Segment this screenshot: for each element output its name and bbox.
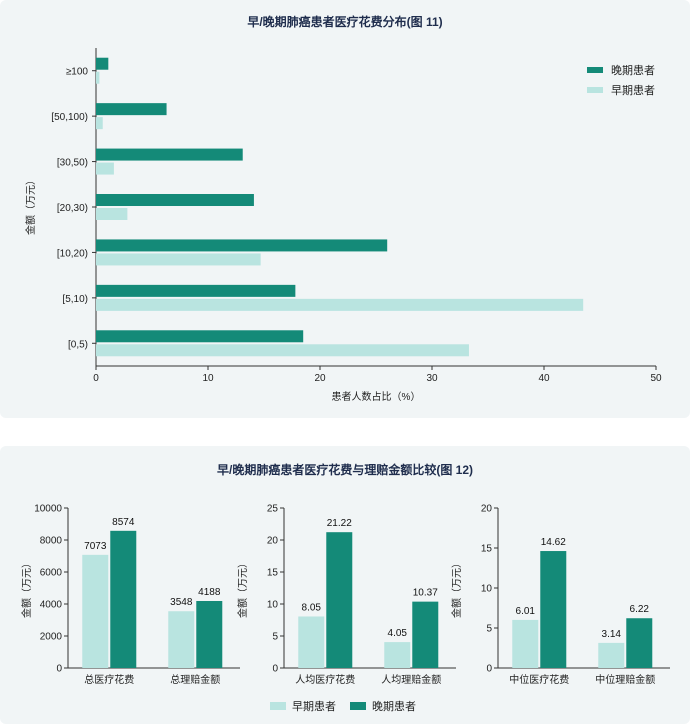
data-label-early: 3.14 xyxy=(602,629,622,640)
data-label-late: 4188 xyxy=(198,587,221,598)
data-label-early: 4.05 xyxy=(388,628,408,639)
y-tick-label: 20 xyxy=(481,504,493,515)
bar-early xyxy=(168,611,195,668)
bar-early xyxy=(96,208,128,220)
data-label-late: 10.37 xyxy=(413,588,438,599)
y-tick-label: [5,10) xyxy=(62,294,88,305)
y-axis-label: 金额（万元） xyxy=(450,558,463,618)
bar-late xyxy=(96,284,296,297)
x-tick-label: 10 xyxy=(202,373,214,384)
y-tick-label: 15 xyxy=(481,544,493,555)
y-tick-label: 8000 xyxy=(40,536,63,547)
y-tick-label: [50,100) xyxy=(51,112,88,123)
x-axis-label: 患者人数占比（%） xyxy=(332,390,421,403)
bar-early xyxy=(96,253,261,266)
y-tick-label: 4000 xyxy=(40,600,63,611)
legend-swatch-late xyxy=(587,67,603,73)
y-tick-label: ≥100 xyxy=(66,67,89,78)
y-axis-label: 金额（万元） xyxy=(24,175,37,235)
bar-late xyxy=(626,618,653,668)
data-label-late: 21.22 xyxy=(327,518,352,529)
legend-swatch-early xyxy=(270,702,286,710)
subplot-1: 0 2000 4000 6000 8000 10000 金额（万元） 7073 8574 总医疗花… xyxy=(20,504,240,686)
bar-late xyxy=(326,532,353,668)
bar-late xyxy=(96,103,167,116)
legend-label-late: 晚期患者 xyxy=(611,64,655,77)
bar-early xyxy=(384,642,411,668)
data-label-late: 6.22 xyxy=(630,604,650,615)
legend-label-early: 早期患者 xyxy=(292,700,336,713)
bar-early xyxy=(96,71,100,84)
subplot-2: 0 5 10 15 20 25 金额（万元） 8.05 21.22 人均医疗花费 4.05 10.37… xyxy=(236,504,456,686)
y-tick-label: 6000 xyxy=(40,568,63,579)
y-axis-label: 金额（万元） xyxy=(20,558,33,618)
subplots: 0200040006000800010000金额（万元）70738574总医疗花… xyxy=(20,504,670,686)
y-tick-label: 0 xyxy=(272,664,278,675)
data-label-early: 7073 xyxy=(84,541,107,552)
legend-swatch-early xyxy=(587,87,603,93)
x-tick-label: 中位理赔金额 xyxy=(595,673,655,686)
y-tick-label: [0,5) xyxy=(68,339,88,350)
y-tick-label: 10 xyxy=(267,600,279,611)
chart-panel-comparison: 早/晚期肺癌患者医疗花费与理赔金额比较(图 12) 0 2000 4000 6000 8… xyxy=(0,446,690,724)
bar-late xyxy=(96,194,254,206)
y-tick-label: 2000 xyxy=(40,632,63,643)
y-tick-label: 15 xyxy=(267,568,279,579)
comparison-chart: 早/晚期肺癌患者医疗花费与理赔金额比较(图 12) 02000400060008… xyxy=(20,462,670,713)
bar-early xyxy=(512,619,539,668)
x-tick-label: 50 xyxy=(650,373,662,384)
bar-late xyxy=(196,600,223,668)
y-tick-label: 25 xyxy=(267,504,279,515)
x-tick-label: 人均医疗花费 xyxy=(295,673,355,686)
x-tick-label: 总理赔金额 xyxy=(170,673,220,686)
subplot-3: 0 5 10 15 20 金额（万元） 6.01 14.62 中位医疗花费 3.14 6.22 中位理… xyxy=(450,504,670,686)
legend-label-early: 早期患者 xyxy=(611,84,655,97)
bar-late xyxy=(96,57,109,70)
data-label-early: 6.01 xyxy=(516,606,536,617)
chart-title: 早/晚期肺癌患者医疗花费与理赔金额比较(图 12) xyxy=(217,462,473,477)
data-label-early: 3548 xyxy=(170,597,193,608)
x-tick-label: 总医疗花费 xyxy=(84,673,134,686)
x-tick-label: 30 xyxy=(426,373,438,384)
y-tick-label: 5 xyxy=(486,624,492,635)
y-axis-label: 金额（万元） xyxy=(236,558,249,618)
data-label-early: 8.05 xyxy=(302,602,322,613)
x-tick-label: 0 xyxy=(93,373,99,384)
bar-late xyxy=(96,148,243,161)
y-tick-label: [30,50) xyxy=(57,158,88,169)
y-tick-label: 5 xyxy=(272,632,278,643)
distribution-chart: 早/晚期肺癌患者医疗花费分布(图 11) 患者人数占比（%） 金额（万元） 晚期… xyxy=(24,14,662,403)
legend-swatch-late xyxy=(350,702,366,710)
y-tick-label: [10,20) xyxy=(57,248,88,259)
bar-early xyxy=(82,554,109,668)
bar-early xyxy=(598,642,625,668)
y-tick-label: [20,30) xyxy=(57,203,88,214)
bar-late xyxy=(110,530,137,668)
bar-early xyxy=(96,162,114,175)
y-tick-label: 10 xyxy=(481,584,493,595)
x-tick-label: 40 xyxy=(538,373,550,384)
bar-late xyxy=(96,239,388,252)
bar-early xyxy=(96,344,469,357)
y-tick-label: 0 xyxy=(56,664,62,675)
x-tick-label: 人均理赔金额 xyxy=(381,673,441,686)
x-tick-label: 中位医疗花费 xyxy=(509,673,569,686)
x-tick-label: 20 xyxy=(314,373,326,384)
legend-label-late: 晚期患者 xyxy=(372,700,416,713)
bar-early xyxy=(96,117,103,130)
bar-late xyxy=(96,330,304,343)
chart-title: 早/晚期肺癌患者医疗花费分布(图 11) xyxy=(247,14,442,29)
data-label-late: 14.62 xyxy=(541,537,566,548)
chart-panel-distribution: 早/晚期肺癌患者医疗花费分布(图 11) 患者人数占比（%） 金额（万元） 晚期… xyxy=(0,0,690,418)
bar-late xyxy=(540,551,567,668)
y-tick-label: 20 xyxy=(267,536,279,547)
bar-early xyxy=(298,616,325,668)
bar-late xyxy=(412,601,439,668)
y-tick-label: 10000 xyxy=(34,504,62,515)
bar-early xyxy=(96,298,584,311)
y-tick-label: 0 xyxy=(486,664,492,675)
data-label-late: 8574 xyxy=(112,517,135,528)
plot-area: 0 10 20 30 40 50 ≥100 [50,100) [30,50) [20,30) [10… xyxy=(51,48,662,384)
